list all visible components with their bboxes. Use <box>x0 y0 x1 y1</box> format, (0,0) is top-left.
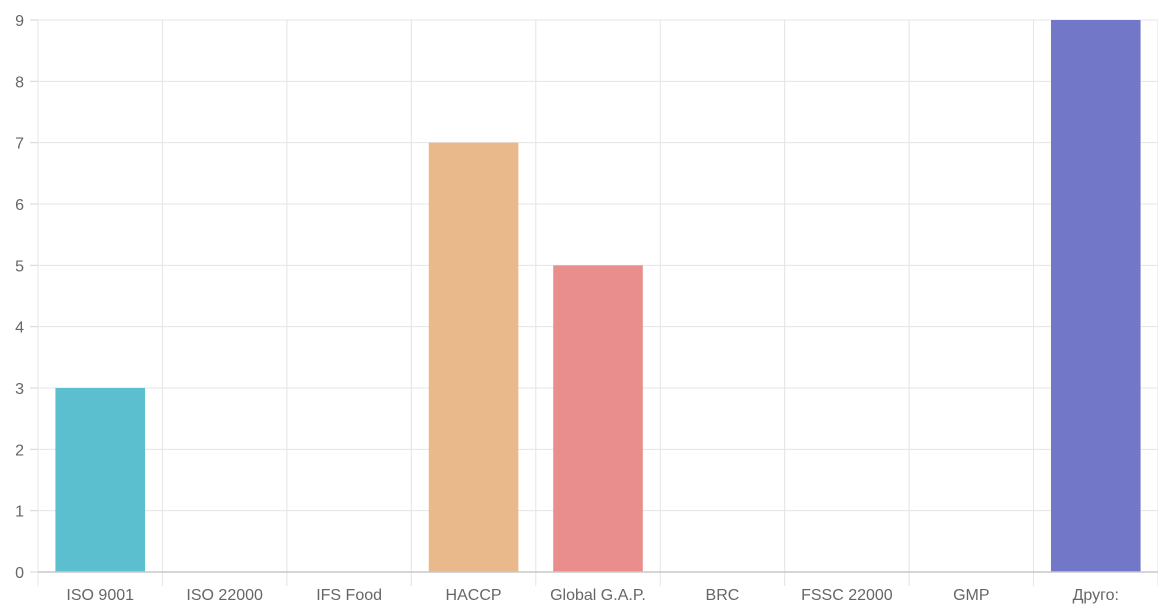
y-tick-label: 9 <box>15 13 24 30</box>
x-tick-label: GMP <box>953 587 989 604</box>
y-tick-label: 1 <box>15 504 24 521</box>
bar <box>428 142 519 572</box>
x-tick-label: Global G.A.P. <box>550 587 646 604</box>
x-tick-label: Друго: <box>1073 587 1119 604</box>
x-tick-label: HACCP <box>446 587 502 604</box>
bars <box>55 20 1141 572</box>
x-tick-label: IFS Food <box>316 587 382 604</box>
axes <box>30 19 1158 573</box>
x-tick-label: BRC <box>706 587 740 604</box>
tick-labels: 0 1 2 3 4 5 6 7 8 9 ISO 9001 ISO 22000 IFS Food HACCP… <box>15 13 1119 604</box>
y-tick-label: 4 <box>15 320 24 337</box>
bar <box>55 388 146 572</box>
y-tick-label: 2 <box>15 442 24 459</box>
x-tick-label: ISO 9001 <box>66 587 134 604</box>
y-tick-label: 8 <box>15 74 24 91</box>
y-tick-label: 5 <box>15 258 24 275</box>
y-tick-label: 7 <box>15 136 24 153</box>
bar <box>553 265 643 572</box>
y-tick-label: 0 <box>15 565 24 582</box>
x-tick-label: ISO 22000 <box>186 587 263 604</box>
y-tick-label: 3 <box>15 381 24 398</box>
x-tick-label: FSSC 22000 <box>801 587 893 604</box>
y-tick-label: 6 <box>15 197 24 214</box>
bar <box>1050 20 1141 572</box>
